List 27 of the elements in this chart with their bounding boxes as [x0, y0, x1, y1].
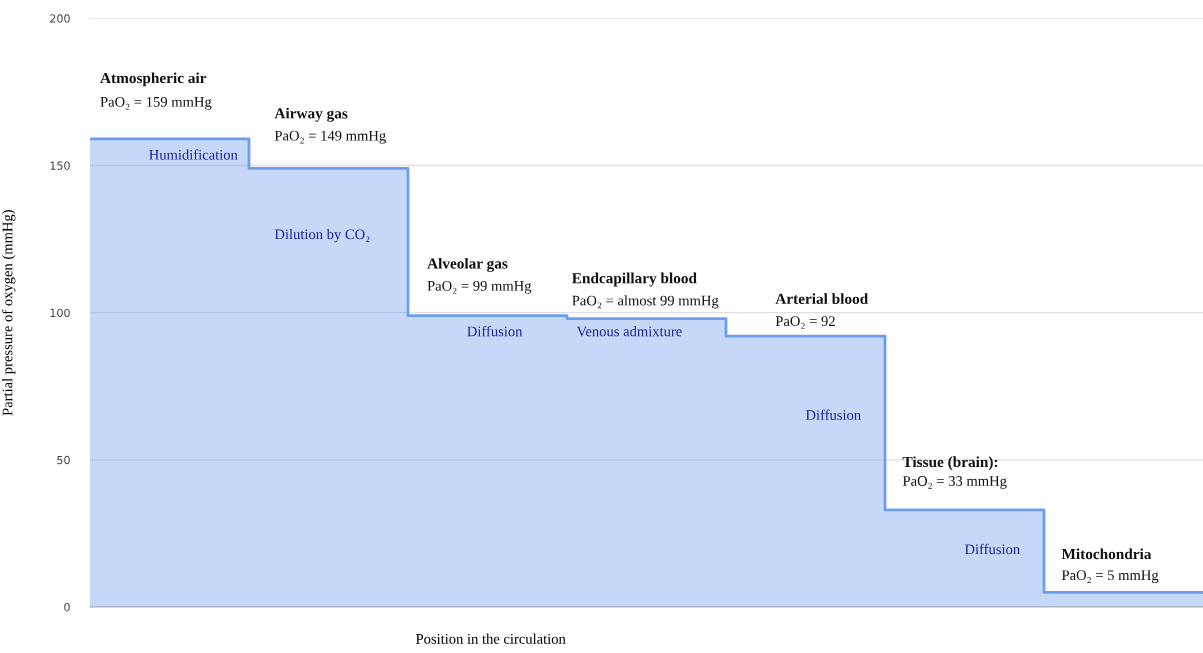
x-axis-title: Position in the circulation	[415, 633, 566, 644]
annotation: PaO₂ = 99 mmHg	[427, 280, 532, 294]
annotation: Diffusion	[805, 409, 861, 420]
annotation: Humidification	[149, 149, 238, 160]
annotation: Airway gas	[274, 107, 348, 122]
annotation: PaO₂ = 159 mmHg	[100, 96, 212, 110]
annotation: Mitochondria	[1061, 548, 1152, 560]
annotation: PaO₂ = 92	[775, 316, 835, 329]
annotation: Atmospheric air	[100, 72, 207, 87]
annotation: PaO₂ = 149 mmHg	[274, 130, 386, 144]
annotation: Arterial blood	[775, 293, 869, 304]
y-axis-title: Partial pressure of oxygen (mmHg)	[2, 210, 16, 416]
annotation: Alveolar gas	[427, 257, 508, 272]
y-tick-label: 150	[50, 161, 70, 170]
annotation: Tissue (brain):	[902, 456, 998, 471]
annotation: Venous admixture	[576, 326, 682, 337]
annotation: Endcapillary blood	[572, 272, 697, 287]
annotation: Diffusion	[964, 543, 1020, 555]
annotation: Dilution by CO₂	[274, 228, 370, 243]
y-tick-label: 0	[64, 603, 70, 612]
annotation: PaO₂ = 5 mmHg	[1061, 570, 1159, 584]
y-tick-label: 100	[50, 308, 70, 318]
annotation: PaO₂ = 33 mmHg	[902, 476, 1007, 489]
annotation: Diffusion	[467, 325, 523, 337]
y-tick-label: 50	[57, 455, 70, 465]
annotation: PaO₂ = almost 99 mmHg	[572, 295, 719, 309]
y-tick-label: 200	[50, 14, 70, 23]
